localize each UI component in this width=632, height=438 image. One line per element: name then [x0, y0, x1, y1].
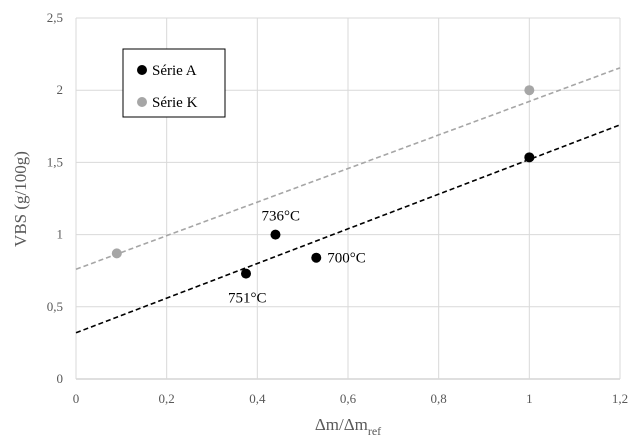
- data-point-series-0: [311, 252, 322, 263]
- grid: [75, 17, 621, 380]
- x-tick-label: 0,8: [431, 391, 447, 406]
- data-points: [111, 85, 535, 279]
- x-tick-label: 0,6: [340, 391, 357, 406]
- x-tick-label: 0,2: [159, 391, 175, 406]
- point-annotations: 751°C 736°C 700°C: [228, 209, 366, 307]
- legend-label-serie-k: Série K: [152, 95, 198, 111]
- data-point-series-0: [524, 152, 535, 163]
- y-tick-label: 0: [57, 371, 64, 386]
- data-point-series-1: [111, 248, 122, 259]
- point-label: 736°C: [261, 209, 300, 225]
- x-tick-label: 1,2: [612, 391, 628, 406]
- y-tick-label: 1: [57, 227, 64, 242]
- legend-label-serie-a: Série A: [152, 63, 197, 79]
- point-label: 751°C: [228, 291, 267, 307]
- x-tick-label: 0: [73, 391, 80, 406]
- legend: Série A Série K: [122, 48, 226, 118]
- y-tick-label: 0,5: [47, 299, 63, 314]
- x-axis-title: Δm/Δmref: [315, 415, 381, 438]
- tick-labels: 0 0,5 1 1,5 2 2,5 0 0,2 0,4 0,6 0,8 1 1,2: [47, 10, 628, 406]
- data-point-series-0: [270, 229, 281, 240]
- x-axis-title-main: Δm/Δm: [315, 415, 368, 434]
- y-tick-label: 2: [57, 82, 64, 97]
- data-point-series-0: [241, 268, 251, 279]
- x-tick-label: 0,4: [249, 391, 266, 406]
- trendline-series-1: [75, 67, 621, 271]
- data-point-series-1: [524, 85, 535, 96]
- trendline-series-0: [75, 124, 621, 334]
- y-tick-label: 1,5: [47, 154, 63, 169]
- x-tick-label: 1: [526, 391, 533, 406]
- point-label: 700°C: [327, 251, 366, 267]
- y-tick-label: 2,5: [47, 10, 63, 25]
- x-axis-title-subscript: ref: [368, 424, 381, 438]
- y-axis-title: VBS (g/100g): [11, 151, 30, 247]
- legend-marker-serie-a: [137, 65, 147, 75]
- trendlines: [75, 67, 621, 334]
- legend-marker-serie-k: [137, 97, 147, 107]
